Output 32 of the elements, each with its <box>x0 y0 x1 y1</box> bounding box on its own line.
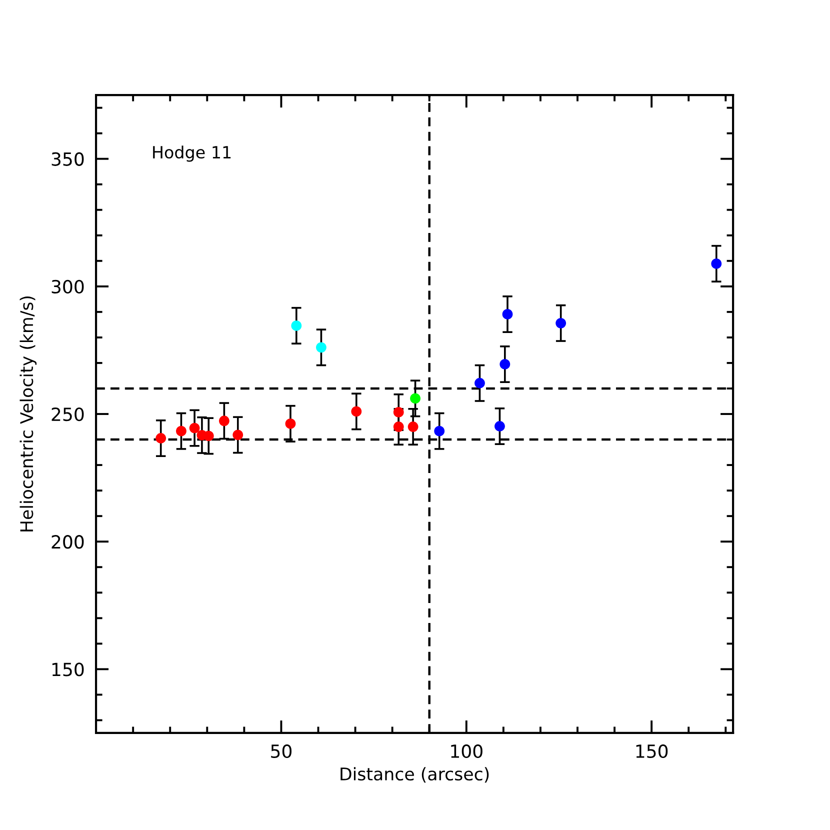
point <box>232 430 244 440</box>
point <box>393 422 404 432</box>
point <box>291 320 302 331</box>
point <box>176 426 186 436</box>
point <box>316 342 326 353</box>
point <box>393 407 404 418</box>
point <box>218 416 230 426</box>
point <box>434 426 445 436</box>
point <box>711 258 722 269</box>
point <box>494 421 505 432</box>
point <box>500 359 510 370</box>
y-tick-label: 300 <box>52 280 84 294</box>
point <box>203 430 214 442</box>
point <box>351 406 362 417</box>
point <box>408 422 418 432</box>
point <box>556 318 566 328</box>
point <box>502 309 513 320</box>
y-tick-label: 150 <box>52 662 84 676</box>
point <box>410 393 420 404</box>
point <box>285 418 296 429</box>
point <box>156 433 166 444</box>
point <box>189 422 200 434</box>
y-tick-label: 350 <box>52 152 84 166</box>
point <box>474 378 485 388</box>
y-tick-label: 250 <box>52 407 84 422</box>
x-tick-label: 100 <box>451 744 482 758</box>
x-axis-title: Distance (arcsec) <box>340 767 489 783</box>
x-tick-label: 150 <box>636 744 668 758</box>
y-tick-label: 200 <box>52 535 84 549</box>
x-tick-label: 50 <box>271 744 292 758</box>
y-axis-title: Heliocentric Velocity (km/s) <box>20 296 37 532</box>
annotation: Hodge 11 <box>153 146 231 162</box>
